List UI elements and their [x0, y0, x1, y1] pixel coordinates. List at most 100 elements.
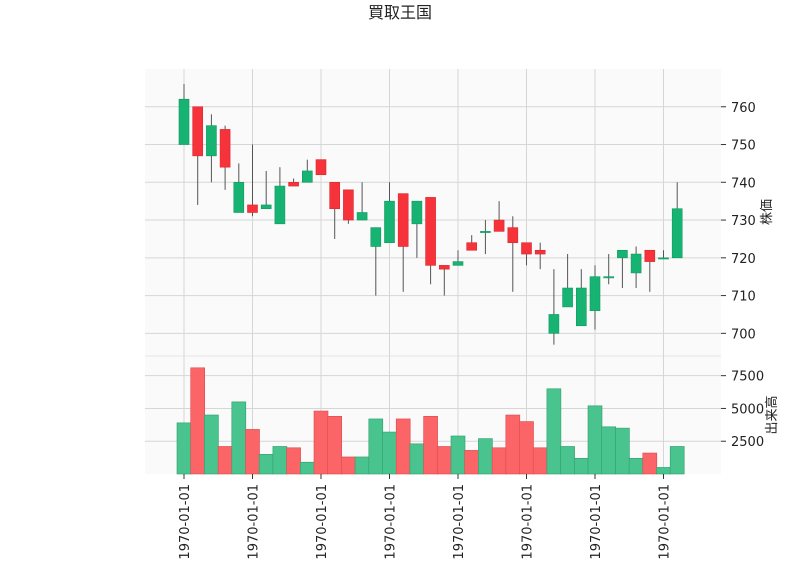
candle-body	[452, 261, 464, 266]
volume-bar	[217, 446, 233, 475]
volume-bar	[341, 456, 356, 475]
volume-bar	[176, 422, 192, 475]
candle-body	[288, 181, 299, 187]
candle-body	[233, 181, 245, 213]
candle-body	[534, 249, 546, 255]
candle-body	[548, 314, 560, 334]
candle-body	[247, 204, 258, 213]
candle-body	[438, 265, 450, 270]
x-axis: 1970-01-01 1970-01-01 1970-01-01 1970-01-01…	[178, 474, 673, 560]
vertical-grid	[183, 69, 664, 474]
candle-body	[343, 189, 354, 221]
candle-body	[671, 208, 683, 259]
candle-body	[521, 242, 532, 255]
candle-body	[315, 159, 327, 176]
volume-bar	[272, 446, 288, 475]
candle-body	[329, 181, 341, 210]
volume-bar	[573, 457, 589, 475]
price-tick-label: 750	[731, 139, 756, 154]
candle-body	[630, 253, 642, 274]
candle-body	[260, 204, 272, 210]
volume-tick-label: 5000	[731, 402, 764, 417]
volume-bar	[204, 414, 219, 475]
volume-bar	[656, 467, 671, 475]
volume-bar	[368, 418, 384, 475]
volume-bar	[245, 429, 260, 475]
volume-bar	[464, 450, 480, 475]
volume-tick-label: 2500	[731, 435, 764, 450]
candle-body	[644, 249, 656, 262]
x-tick-label: 1970-01-01	[247, 484, 262, 560]
candle-body	[603, 276, 615, 279]
candle-body	[617, 249, 628, 259]
volume-bar	[587, 405, 603, 475]
candle-body	[206, 125, 217, 157]
volume-bar	[190, 367, 205, 475]
price-tick-label: 740	[731, 176, 756, 191]
price-tick-label: 760	[731, 101, 756, 116]
volume-bar	[286, 447, 301, 475]
volume-bar	[231, 401, 247, 475]
volume-axis-label: 出来高	[764, 395, 780, 434]
price-axis: 700 710 720 730 740 750 760	[721, 101, 756, 342]
candle-body	[466, 242, 478, 251]
volume-bar	[354, 456, 370, 475]
chart-title: 買取王国	[368, 3, 432, 22]
volume-axis: 2500 5000 7500	[721, 370, 764, 450]
volume-bar	[450, 435, 466, 475]
price-tick-label: 720	[731, 252, 756, 267]
volume-bar	[642, 452, 658, 475]
candle-body	[411, 200, 423, 225]
volume-tick-label: 7500	[731, 370, 764, 385]
x-tick-label: 1970-01-01	[178, 484, 193, 560]
volume-bar	[519, 421, 534, 475]
x-tick-label: 1970-01-01	[384, 484, 399, 560]
volume-bar	[436, 446, 452, 475]
x-tick-label: 1970-01-01	[589, 484, 604, 560]
price-tick-label: 730	[731, 214, 756, 229]
candle-body	[425, 197, 436, 266]
volume-bar	[560, 446, 575, 475]
x-tick-label: 1970-01-01	[452, 484, 467, 560]
candle-body	[562, 287, 573, 308]
volume-bar	[505, 414, 521, 475]
volume-bar	[409, 443, 425, 475]
volume-bar	[615, 427, 630, 475]
volume-bar	[327, 416, 343, 475]
volume-bar	[423, 416, 438, 475]
candle-body	[493, 219, 505, 232]
volume-bars	[176, 367, 685, 475]
volume-bar	[313, 410, 329, 475]
volume-bar	[258, 454, 274, 475]
volume-bar	[601, 426, 617, 475]
candle-body	[658, 257, 669, 260]
candle-body	[192, 106, 203, 157]
volume-bar	[395, 418, 411, 475]
volume-bar	[299, 461, 315, 475]
x-tick-label: 1970-01-01	[658, 484, 673, 560]
candle-body	[507, 227, 519, 244]
volume-bar	[628, 457, 644, 475]
volume-bar	[546, 388, 562, 475]
volume-bar	[532, 447, 548, 475]
candle-body	[356, 212, 368, 221]
candle-body	[575, 287, 587, 327]
candle-body	[178, 98, 190, 145]
x-tick-label: 1970-01-01	[521, 484, 536, 560]
candle-body	[480, 231, 491, 233]
price-tick-label: 700	[731, 327, 756, 342]
candle-body	[370, 227, 382, 247]
candle-body	[274, 185, 286, 225]
x-tick-label: 1970-01-01	[315, 484, 330, 560]
volume-bar	[382, 431, 397, 475]
volume-bar	[491, 447, 507, 475]
candles	[178, 84, 683, 345]
volume-bar	[669, 446, 685, 475]
volume-bar	[478, 438, 493, 475]
candle-body	[589, 276, 601, 311]
price-tick-label: 710	[731, 290, 756, 305]
candle-body	[384, 200, 395, 244]
candle-body	[397, 193, 409, 247]
